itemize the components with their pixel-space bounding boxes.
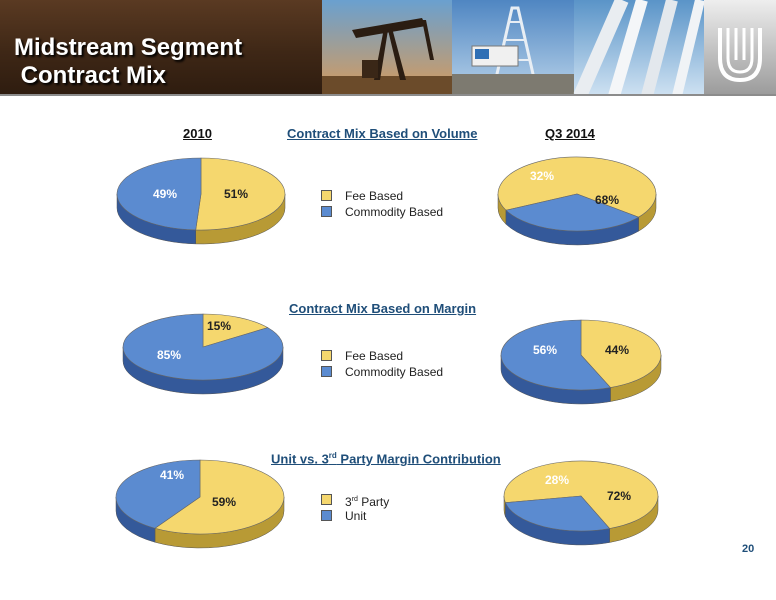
pie-data-label: 85% (157, 348, 181, 362)
pie-data-label: 59% (212, 495, 236, 509)
legend-label-fee-based: Fee Based (345, 189, 404, 203)
pie-slice (122, 313, 284, 381)
drilling-rig-photo (452, 0, 574, 96)
legend-label-superscript: rd (351, 496, 358, 503)
pie-data-label: 51% (224, 187, 248, 201)
pie-data-label: 68% (595, 193, 619, 207)
pie-data-label: 15% (207, 319, 231, 333)
title-line-2: Contract Mix (14, 62, 167, 89)
heading-unit-vs-3rd-party-rest: Party Margin Contribution (336, 451, 501, 467)
pie-slice (497, 156, 657, 218)
legend-swatch (321, 190, 332, 201)
legend-swatch (321, 494, 332, 505)
pie-data-label: 49% (153, 187, 177, 201)
pumpjack-photo (322, 0, 452, 96)
legend-swatch (321, 366, 332, 377)
legend-label-unit: Unit (345, 509, 367, 523)
legend-label-3rd-party: 3rd Party (345, 492, 389, 510)
pie-slice (503, 460, 659, 529)
heading-superscript: rd (328, 451, 337, 460)
header-photo-strip (322, 0, 776, 96)
pie-chart-4: 44% 56% (500, 319, 662, 405)
legend-swatch (321, 350, 332, 361)
pie-slice (505, 193, 640, 232)
header-banner: Midstream Segment Contract Mix (0, 0, 776, 96)
legend-swatch (321, 510, 332, 521)
pie-slice (116, 157, 202, 231)
pie-slice (154, 459, 285, 535)
heading-unit-vs-3rd-party: Unit vs. 3rd Party Margin Contribution (271, 451, 501, 466)
pie-data-label: 72% (607, 489, 631, 503)
heading-volume: Contract Mix Based on Volume (287, 126, 478, 141)
banner-title-area: Midstream Segment Contract Mix (0, 0, 322, 96)
pie-chart-2: 68% 32% (497, 156, 657, 246)
company-logo (704, 0, 776, 96)
pie-data-label: 28% (545, 473, 569, 487)
pie-slice (115, 459, 201, 529)
header-divider (0, 94, 776, 96)
pie-slice (202, 313, 269, 348)
legend-label-3rd-party-rest: Party (357, 495, 390, 509)
legend-label-fee-based: Fee Based (345, 349, 404, 363)
pipeline-photo (573, 0, 705, 96)
pie-chart-1: 51% 49% (116, 157, 286, 245)
pie-data-label: 56% (533, 343, 557, 357)
title-line-1: Midstream Segment (14, 34, 243, 61)
pie-chart-3: 15% 85% (122, 313, 284, 395)
pie-chart-6: 72% 28% (503, 460, 659, 546)
pie-data-label: 44% (605, 343, 629, 357)
heading-unit-vs-3rd-party-text: Unit vs. 3 (271, 451, 329, 467)
legend-label-commodity-based: Commodity Based (345, 205, 444, 219)
pie-chart-5: 59% 41% (115, 459, 285, 549)
heading-margin: Contract Mix Based on Margin (289, 301, 477, 316)
pie-slice (195, 157, 286, 231)
pie-slice (580, 319, 662, 388)
pie-slice (504, 495, 611, 532)
legend-label-commodity-based: Commodity Based (345, 365, 444, 379)
pie-data-label: 41% (160, 468, 184, 482)
heading-q3-2014: Q3 2014 (545, 126, 595, 141)
legend-swatch (321, 206, 332, 217)
page-number: 20 (742, 543, 755, 555)
page-title: Midstream Segment Contract Mix (14, 34, 242, 90)
legend-label-3rd-party-main: 3 (345, 495, 352, 509)
pie-data-label: 32% (530, 169, 554, 183)
pie-slice (500, 319, 612, 391)
heading-2010: 2010 (183, 126, 212, 141)
